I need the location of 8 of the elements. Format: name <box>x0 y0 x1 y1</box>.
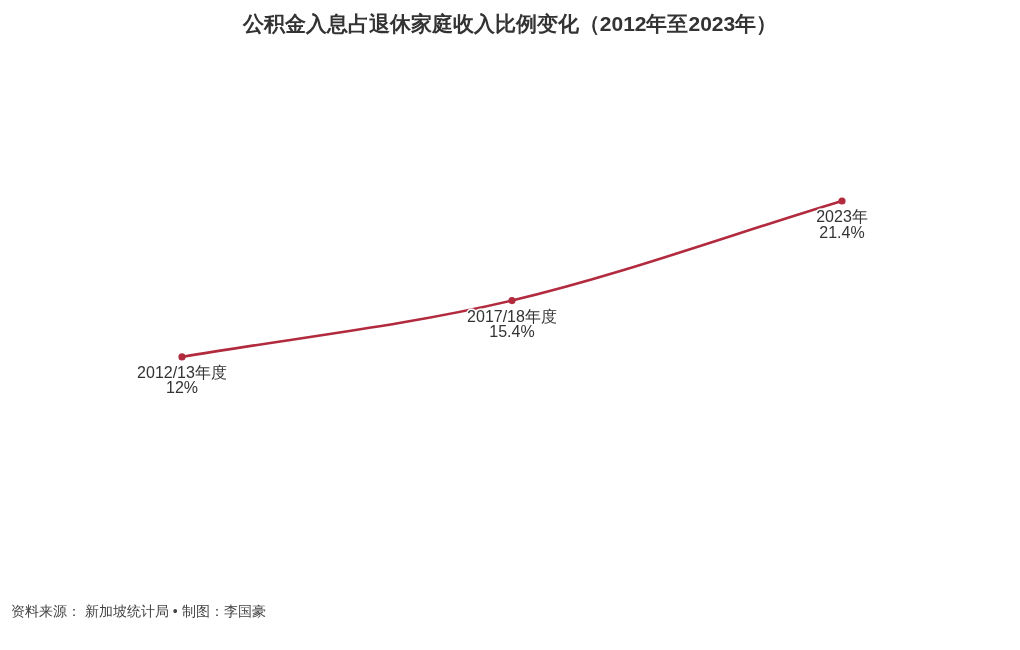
annotation: 资料来源： 新加坡统计局 • 制图：李国豪 <box>11 603 266 619</box>
value-label: 15.4% <box>489 323 535 341</box>
category-label: 2023年 <box>816 208 868 225</box>
value-label: 12% <box>166 379 198 397</box>
title: 公积金入息占退休家庭收入比例变化（2012年至2023年） <box>242 12 778 35</box>
category-label: 2012/13年度 <box>137 363 227 381</box>
category-label: 2017/18年度 <box>467 307 557 325</box>
value-label: 21.4% <box>819 223 865 241</box>
